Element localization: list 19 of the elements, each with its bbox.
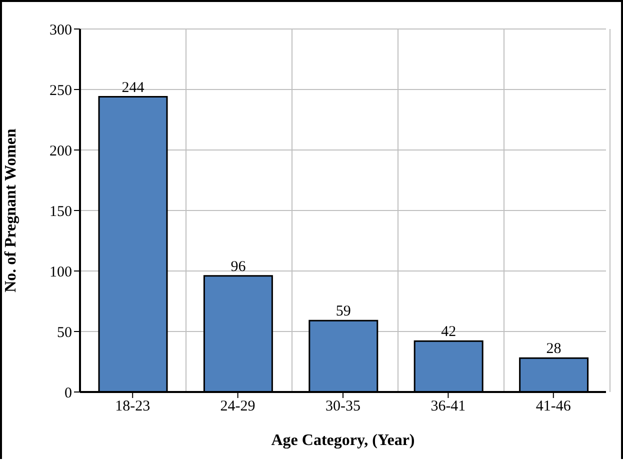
data-label: 59 — [336, 304, 351, 320]
x-tick-label: 24-29 — [220, 398, 256, 415]
x-tick-label: 30-35 — [326, 398, 360, 415]
data-label: 28 — [546, 341, 562, 358]
y-tick-label: 50 — [57, 324, 72, 341]
y-tick-label: 150 — [50, 204, 72, 220]
x-tick-label: 41-46 — [536, 398, 572, 415]
y-tick-label: 200 — [50, 143, 72, 160]
x-tick-label: 18-23 — [115, 398, 150, 415]
data-label: 244 — [122, 80, 145, 96]
data-label: 96 — [230, 258, 246, 275]
x-tick-label: 36-41 — [430, 398, 466, 415]
y-tick-label: 300 — [50, 22, 72, 38]
y-tick-label: 250 — [50, 82, 72, 99]
y-axis-title: No. of Pregnant Women — [2, 128, 20, 292]
x-axis-title: Age Category, (Year) — [271, 432, 415, 449]
y-tick-label: 100 — [50, 264, 72, 280]
y-tick-label: 0 — [64, 385, 72, 402]
data-label: 42 — [441, 324, 456, 340]
